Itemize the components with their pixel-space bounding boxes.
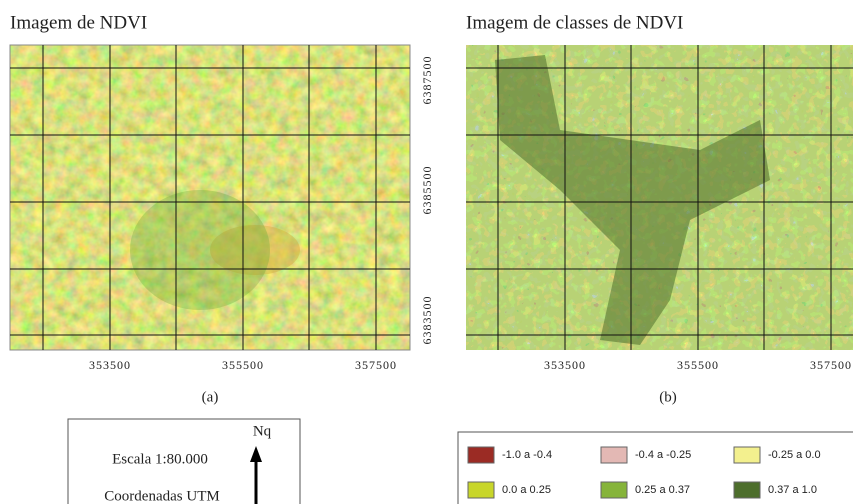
panel-caption: (a) [202, 389, 219, 405]
legend-swatch [601, 447, 627, 463]
panel-title: Imagem de NDVI [10, 12, 147, 33]
legend-swatch [468, 482, 494, 498]
legend-label: -1.0 a -0.4 [502, 449, 552, 461]
legend-swatch [601, 482, 627, 498]
legend-swatch [734, 447, 760, 463]
x-tick-label: 357500 [355, 358, 397, 372]
x-tick-label: 355500 [677, 358, 719, 372]
legend-label: -0.4 a -0.25 [635, 449, 691, 461]
scale: Escala 1:80.000 [112, 451, 208, 467]
north-label: Nq [253, 423, 272, 439]
legend-label: 0.25 a 0.37 [635, 484, 690, 496]
x-tick-label: 353500 [544, 358, 586, 372]
panel-caption: (b) [659, 389, 677, 405]
x-tick-label: 353500 [89, 358, 131, 372]
coordinates: Coordenadas UTM [104, 488, 219, 504]
legend-label: 0.37 a 1.0 [768, 484, 817, 496]
x-tick-label: 355500 [222, 358, 264, 372]
legend-swatch [734, 482, 760, 498]
patch [130, 190, 270, 310]
legend-label: 0.0 a 0.25 [502, 484, 551, 496]
y-tick-label: 6385500 [420, 166, 434, 215]
figure: Imagem de NDVI 353500 355500 357500 6387500… [0, 0, 853, 504]
panel-title: Imagem de classes de NDVI [466, 12, 683, 33]
legend-label: -0.25 a 0.0 [768, 449, 821, 461]
y-tick-label: 6387500 [420, 56, 434, 105]
y-tick-label: 6383500 [420, 296, 434, 345]
x-tick-label: 357500 [810, 358, 852, 372]
legend-swatch [468, 447, 494, 463]
